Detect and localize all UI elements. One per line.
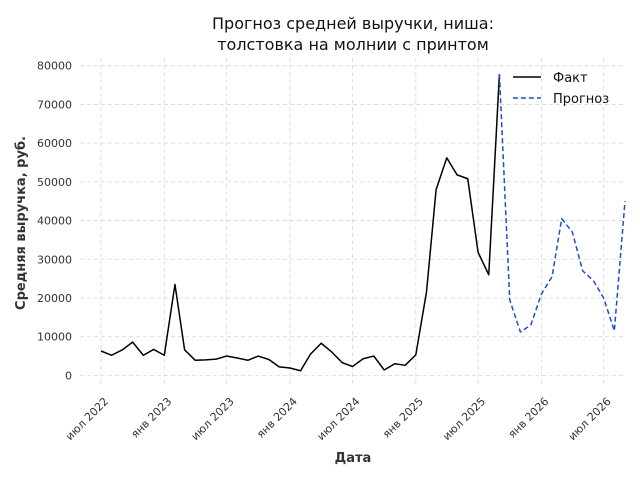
y-tick-label: 30000 xyxy=(37,253,72,266)
x-tick-label: июл 2022 xyxy=(63,395,111,443)
grid xyxy=(80,58,625,387)
series-line-fact xyxy=(100,74,501,372)
x-tick-label: янв 2026 xyxy=(506,395,552,441)
y-tick-label: 20000 xyxy=(37,292,72,305)
x-tick-label: янв 2023 xyxy=(129,395,175,441)
y-tick-label: 50000 xyxy=(37,176,72,189)
y-tick-label: 10000 xyxy=(37,331,72,344)
x-tick-label: янв 2025 xyxy=(380,395,426,441)
y-axis-ticks: 0 10000 20000 30000 40000 50000 60000 70000 8000… xyxy=(37,60,72,383)
chart-title-line-2: толстовка на молнии с принтом xyxy=(217,35,489,54)
x-tick-label: июл 2023 xyxy=(189,395,237,443)
y-tick-label: 80000 xyxy=(37,60,72,73)
series-layer xyxy=(100,74,626,372)
x-tick-label: янв 2024 xyxy=(254,395,300,441)
x-tick-label: июл 2024 xyxy=(315,395,363,443)
series-line-forecast xyxy=(498,74,626,333)
y-tick-label: 70000 xyxy=(37,98,72,111)
y-tick-label: 40000 xyxy=(37,215,72,228)
chart-title-line-1: Прогноз средней выручки, ниша: xyxy=(212,14,494,33)
y-tick-label: 60000 xyxy=(37,137,72,150)
y-axis-label: Средняя выручка, руб. xyxy=(14,136,29,310)
x-axis-ticks: июл 2022 янв 2023 июл 2023 янв 2024 июл 2024… xyxy=(63,395,614,443)
legend-label-fact: Факт xyxy=(553,71,588,86)
x-axis-label: Дата xyxy=(335,451,372,466)
legend-label-forecast: Прогноз xyxy=(553,92,609,107)
x-tick-label: июл 2025 xyxy=(440,395,488,443)
x-tick-label: июл 2026 xyxy=(566,395,614,443)
legend: Факт Прогноз xyxy=(513,71,609,107)
y-tick-label: 0 xyxy=(65,369,72,382)
